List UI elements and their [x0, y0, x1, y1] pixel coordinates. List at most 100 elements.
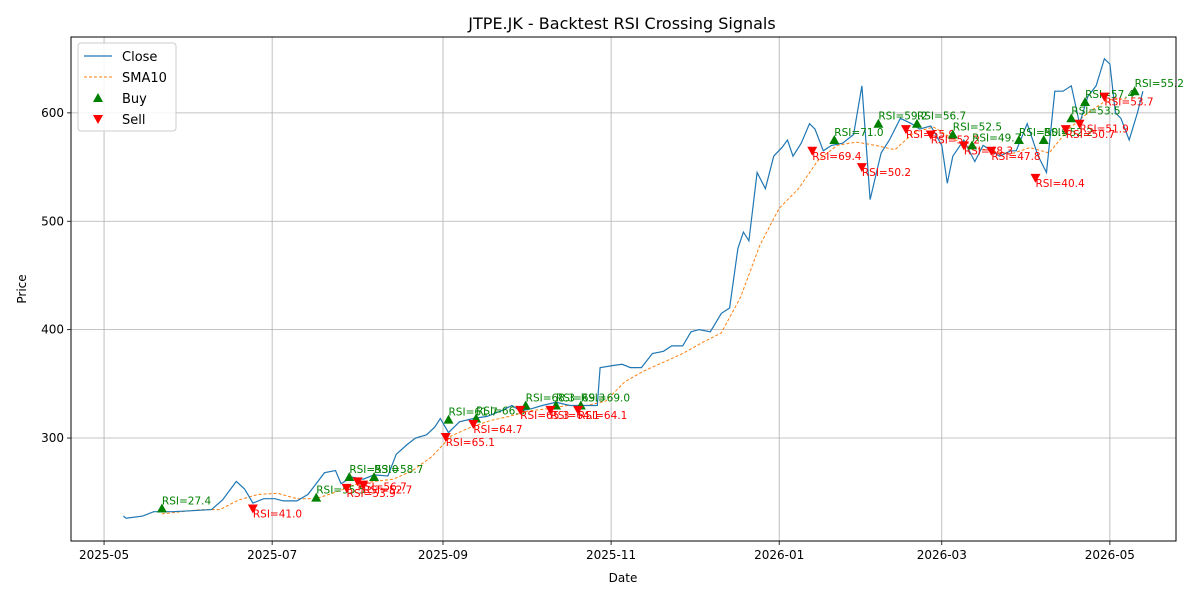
- buy-annotation: RSI=56.7: [917, 111, 966, 123]
- buy-annotation: RSI=57.4: [1085, 89, 1135, 101]
- buy-annotation: RSI=27.4: [162, 495, 212, 507]
- buy-marker: [1066, 113, 1077, 123]
- sell-annotation: RSI=65.1: [446, 437, 495, 449]
- sell-marker: [1074, 119, 1085, 129]
- plot-area: RSI=27.4 RSI=41.0 RSI=55.5 RSI=53.0 RSI=53.9…: [123, 57, 1184, 520]
- close-line: [123, 57, 1144, 519]
- y-axis: 300 400 500 600: [41, 106, 71, 445]
- sell-marker: [545, 405, 556, 415]
- sell-annotation: RSI=64.1: [550, 410, 599, 422]
- sell-annotation: RSI=69.4: [812, 151, 862, 163]
- buy-annotation: RSI=61.7: [449, 407, 498, 419]
- buy-annotation: RSI=53.0: [349, 464, 398, 476]
- sell-annotation: RSI=64.7: [473, 424, 522, 436]
- buy-annotation: RSI=68.3: [526, 393, 575, 405]
- sell-marker: [925, 130, 936, 140]
- grid: [71, 37, 1176, 541]
- buy-annotation: RSI=49.7: [972, 132, 1021, 144]
- buy-marker: [967, 140, 978, 150]
- sell-marker: [1060, 125, 1071, 135]
- buy-marker: [1080, 97, 1091, 107]
- sell-marker: [986, 146, 997, 156]
- buy-annotation: RSI=52.5: [953, 122, 1002, 134]
- sell-marker: [247, 504, 258, 514]
- x-tick-label: 2025-11: [586, 548, 636, 562]
- sell-marker: [1030, 173, 1041, 183]
- sell-marker: [341, 483, 352, 493]
- legend-sell-swatch: [93, 115, 103, 124]
- sell-annotation: RSI=40.4: [1035, 178, 1085, 190]
- buy-marker: [1129, 86, 1140, 96]
- buy-marker: [911, 118, 922, 128]
- sell-annotation: RSI=52.2: [931, 135, 980, 147]
- sell-annotation: RSI=41.0: [253, 508, 302, 520]
- buy-marker: [947, 129, 958, 139]
- sell-annotation: RSI=47.8: [991, 151, 1040, 163]
- sell-annotation: RSI=50.7: [1066, 129, 1115, 141]
- x-tick-label: 2025-07: [247, 548, 297, 562]
- sell-annotation: RSI=51.9: [1080, 124, 1129, 136]
- buy-annotation: RSI=69.3: [556, 393, 605, 405]
- sell-annotation: RSI=53.9: [347, 488, 396, 500]
- sell-marker: [958, 141, 969, 151]
- buy-marker: [156, 503, 167, 513]
- x-tick-label: 2026-05: [1085, 548, 1135, 562]
- buy-marker: [1013, 134, 1024, 144]
- buy-annotation: RSI=55.5: [316, 485, 365, 497]
- sell-marker: [573, 405, 584, 415]
- buy-marker: [344, 472, 355, 482]
- buy-annotation: RSI=69.0: [581, 393, 630, 405]
- buy-annotation: RSI=71.0: [834, 127, 883, 139]
- sell-marker: [856, 163, 867, 173]
- sell-marker: [515, 405, 526, 415]
- sell-marker: [900, 125, 911, 135]
- legend-label-sma: SMA10: [122, 71, 167, 86]
- sell-marker: [358, 480, 369, 490]
- sell-annotation: RSI=53.7: [1104, 97, 1153, 109]
- buy-marker: [311, 492, 322, 502]
- sell-marker: [807, 146, 818, 156]
- x-tick-label: 2026-01: [754, 548, 804, 562]
- sell-annotation: RSI=50.2: [862, 167, 911, 179]
- y-axis-label: Price: [15, 274, 29, 303]
- buy-marker: [443, 414, 454, 424]
- sell-annotation: RSI=56.7: [358, 481, 407, 493]
- buy-annotation: RSI=50.9: [1019, 127, 1068, 139]
- buy-marker: [873, 118, 884, 128]
- legend-box: [77, 42, 177, 132]
- y-tick-label: 400: [41, 323, 64, 337]
- sell-marker: [440, 432, 451, 442]
- sell-marker: [468, 419, 479, 429]
- plot-frame: [70, 36, 1177, 542]
- legend-label-close: Close: [122, 50, 157, 65]
- buy-annotation: RSI=59.2: [878, 111, 927, 123]
- x-axis-label: Date: [609, 571, 638, 585]
- x-tick-label: 2025-05: [79, 548, 129, 562]
- buy-annotation: RSI=58.7: [374, 464, 423, 476]
- buy-marker: [1038, 134, 1049, 144]
- buy-annotation: RSI=52.2: [1044, 127, 1093, 139]
- chart-title: JTPE.JK - Backtest RSI Crossing Signals: [467, 14, 775, 33]
- sell-marker: [1099, 92, 1110, 102]
- x-tick-label: 2025-09: [418, 548, 468, 562]
- y-tick-label: 500: [41, 214, 64, 228]
- x-tick-label: 2026-03: [917, 548, 967, 562]
- sell-annotation: RSI=65.3: [520, 410, 569, 422]
- x-axis: 2025-05 2025-07 2025-09 2025-11 2026-01 2026-…: [79, 541, 1135, 562]
- y-tick-label: 300: [41, 431, 64, 445]
- buy-annotation: RSI=55.2: [1135, 78, 1184, 90]
- y-tick-label: 600: [41, 106, 64, 120]
- legend: Close SMA10 Buy Sell: [77, 42, 177, 132]
- sell-annotation: RSI=64.1: [578, 410, 627, 422]
- legend-buy-swatch: [93, 93, 103, 102]
- buy-marker: [369, 472, 380, 482]
- buy-annotation: RSI=66.8: [476, 406, 525, 418]
- buy-marker: [829, 134, 840, 144]
- sell-marker: [352, 477, 363, 487]
- buy-annotation: RSI=53.5: [1071, 105, 1120, 117]
- legend-label-sell: Sell: [122, 113, 145, 128]
- legend-label-buy: Buy: [122, 92, 147, 107]
- sell-annotation: RSI=52.7: [363, 485, 412, 497]
